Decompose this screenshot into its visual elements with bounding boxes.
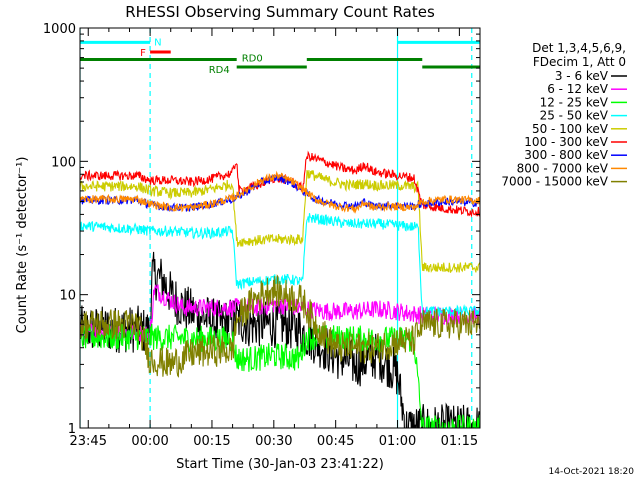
chart-title: RHESSI Observing Summary Count Rates [125,3,435,21]
legend-label-7: 800 - 7000 keV [517,161,609,175]
legend-label-5: 100 - 300 keV [524,135,608,149]
annotation-label-2: RD0 [242,54,263,65]
x-tick-label-3: 00:30 [255,434,292,449]
legend-label-8: 7000 - 15000 keV [501,175,608,189]
x-tick-label-5: 01:00 [379,434,416,449]
series-line-6 [80,172,480,212]
x-tick-label-2: 00:15 [193,434,230,449]
plot-frame [79,27,481,429]
legend-header-line-2: FDecim 1, Att 0 [533,55,626,69]
traces-group [80,28,480,428]
x-tick-label-6: 01:15 [441,434,478,449]
series-line-4 [80,169,480,273]
legend-label-2: 12 - 25 keV [540,95,609,109]
legend-label-6: 300 - 800 keV [524,148,608,162]
x-tick-label-1: 00:00 [131,434,168,449]
legend-label-4: 50 - 100 keV [532,122,609,136]
y-axis-label: Count Rate (s⁻¹ detector⁻¹) [15,157,30,334]
series-line-8 [80,274,480,378]
legend-label-0: 3 - 6 keV [555,69,609,83]
x-tick-label-0: 23:45 [70,434,107,449]
legend-label-1: 6 - 12 keV [547,82,609,96]
annotation-label-1: F [140,48,146,59]
annotation-label-0: N [154,37,161,48]
y-tick-label-0: 1 [68,422,76,437]
timestamp: 14-Oct-2021 18:20 [549,467,635,477]
series-line-7 [80,170,480,214]
legend: Det 1,3,4,5,6,9, FDecim 1, Att 0 3 - 6 k… [501,41,627,189]
x-tick-label-4: 00:45 [317,434,354,449]
y-tick-label-2: 100 [51,155,76,170]
plot-area: NF RD0 RD4 1 10 100 1000 23:45 00:00 00:15 00:30 00… [43,22,481,449]
legend-label-3: 25 - 50 keV [540,109,609,123]
y-tick-label-3: 1000 [43,22,76,37]
x-axis-label: Start Time (30-Jan-03 23:41:22) [176,457,384,472]
legend-header-line-1: Det 1,3,4,5,6,9, [532,41,626,55]
series-line-5 [80,150,480,218]
y-tick-label-1: 10 [59,289,76,304]
annotation-label-3: RD4 [209,65,230,76]
